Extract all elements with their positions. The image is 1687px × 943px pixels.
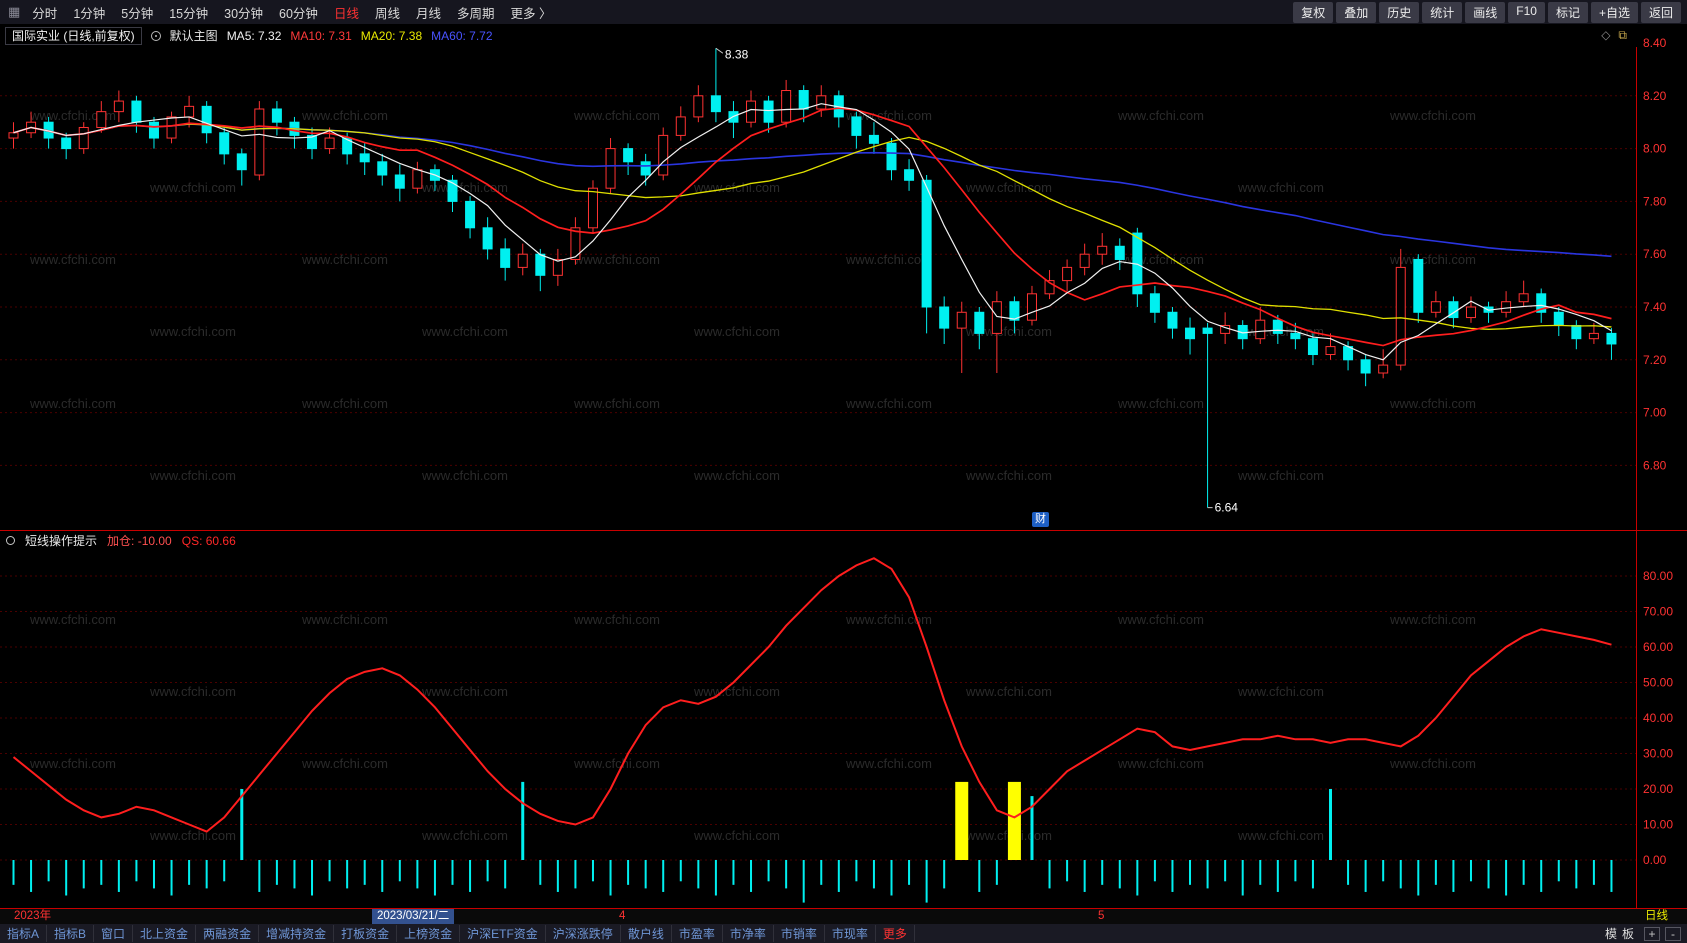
bottom-item-list-funds[interactable]: 上榜资金 [397, 925, 461, 942]
overlay-button[interactable]: 叠加 [1336, 1, 1377, 23]
ma60-value: MA60: 7.72 [431, 28, 493, 43]
svg-text:8.20: 8.20 [1643, 89, 1667, 103]
bottom-item-northbound-funds[interactable]: 北上资金 [133, 925, 197, 942]
diamond-icon: ◇ [1601, 28, 1611, 42]
bottom-item-etf-funds[interactable]: 沪深ETF资金 [460, 925, 546, 942]
history-button[interactable]: 历史 [1379, 1, 1420, 23]
period-daily[interactable]: 日线 [333, 6, 359, 21]
period-60min[interactable]: 60分钟 [279, 6, 318, 21]
zoom-out-button[interactable]: - [1665, 926, 1681, 941]
statistics-button[interactable]: 统计 [1422, 1, 1463, 23]
jiacang-value: 加仓: -10.00 [107, 534, 172, 548]
ma5-value: MA5: 7.32 [226, 28, 282, 43]
target-icon [150, 30, 161, 41]
period-fenshi[interactable]: 分时 [32, 6, 58, 21]
chart-corner-icons: ◇ ⧉ [1601, 28, 1631, 43]
bottom-item-more[interactable]: 更多 [876, 925, 915, 942]
svg-text:7.20: 7.20 [1643, 353, 1667, 367]
svg-text:7.60: 7.60 [1643, 247, 1667, 261]
period-30min[interactable]: 30分钟 [224, 6, 264, 21]
bottom-item-ps-ratio[interactable]: 市销率 [774, 925, 825, 942]
indicator-name[interactable]: 短线操作提示 [25, 534, 98, 548]
add-watchlist-button[interactable]: +自选 [1590, 1, 1638, 23]
top-right-buttons: 复权 叠加 历史 统计 画线 F10 标记 +自选 返回 [1293, 1, 1683, 23]
date-axis-row: 2023年 2023/03/21/二 4 5 日线 [0, 909, 1687, 924]
selected-date-box: 2023/03/21/二 [372, 909, 455, 924]
zoom-in-button[interactable]: + [1644, 926, 1660, 941]
svg-text:7.40: 7.40 [1643, 300, 1667, 314]
period-monthly[interactable]: 月线 [415, 6, 441, 21]
bottom-toolbar: 指标A 指标B 窗口 北上资金 两融资金 增减持资金 打板资金 上榜资金 沪深E… [0, 924, 1687, 943]
stock-name: 国际实业 (日线,前复权) [5, 26, 142, 45]
svg-text:50.00: 50.00 [1643, 676, 1673, 690]
bottom-item-indicator-b[interactable]: 指标B [47, 925, 95, 942]
bottom-item-daban-funds[interactable]: 打板资金 [334, 925, 398, 942]
bottom-right-controls: 模板 + - [1605, 925, 1687, 942]
bottom-item-pcf-ratio[interactable]: 市现率 [825, 925, 876, 942]
period-more[interactable]: 更多 〉 [510, 6, 552, 21]
svg-text:10.00: 10.00 [1643, 818, 1673, 832]
bottom-item-limit-updown[interactable]: 沪深涨跌停 [546, 925, 621, 942]
period-1min[interactable]: 1分钟 [73, 6, 106, 21]
svg-text:20.00: 20.00 [1643, 782, 1673, 796]
period-multi[interactable]: 多周期 [456, 6, 495, 21]
mark-button[interactable]: 标记 [1547, 1, 1588, 23]
financial-event-marker[interactable]: 财 [1032, 512, 1049, 527]
main-indicator-selector[interactable]: 默认主图 [169, 29, 218, 43]
axis-period-label: 日线 [1645, 910, 1668, 922]
period-15min[interactable]: 15分钟 [169, 6, 209, 21]
restore-window-icon[interactable]: ⧉ [1618, 28, 1627, 42]
top-menu-bar: ▦ 分时 1分钟 5分钟 15分钟 30分钟 60分钟 日线 周线 月线 多周期… [0, 0, 1687, 24]
template-button[interactable]: 模板 [1604, 927, 1639, 941]
stock-info-bar: 国际实业 (日线,前复权) 默认主图 MA5: 7.32 MA10: 7.31 … [0, 24, 1636, 47]
back-button[interactable]: 返回 [1640, 1, 1681, 23]
axis-month-4: 4 [619, 910, 626, 922]
qs-value: QS: 60.66 [181, 533, 236, 548]
svg-text:7.00: 7.00 [1643, 406, 1667, 420]
ma20-value: MA20: 7.38 [360, 28, 423, 43]
svg-text:6.80: 6.80 [1643, 458, 1667, 472]
f10-button[interactable]: F10 [1508, 1, 1545, 23]
svg-text:6.64: 6.64 [1215, 501, 1239, 515]
svg-text:8.40: 8.40 [1643, 36, 1667, 50]
indicator-ring-icon [6, 536, 15, 545]
svg-text:8.38: 8.38 [725, 47, 749, 61]
bottom-item-holding-change-funds[interactable]: 增减持资金 [259, 925, 335, 942]
sub-indicator-header: 短线操作提示 加仓: -10.00 QS: 60.66 [0, 532, 1636, 549]
draw-line-button[interactable]: 画线 [1465, 1, 1506, 23]
svg-text:80.00: 80.00 [1643, 569, 1673, 583]
axis-month-5: 5 [1098, 910, 1105, 922]
bottom-item-window[interactable]: 窗口 [94, 925, 134, 942]
svg-text:7.80: 7.80 [1643, 194, 1667, 208]
svg-text:0.00: 0.00 [1643, 853, 1667, 867]
bottom-item-indicator-a[interactable]: 指标A [0, 925, 48, 942]
svg-text:30.00: 30.00 [1643, 747, 1673, 761]
axis-year-label: 2023年 [14, 910, 52, 922]
app-grid-icon[interactable]: ▦ [8, 4, 21, 19]
bottom-item-pe-ratio[interactable]: 市盈率 [672, 925, 723, 942]
ma10-value: MA10: 7.31 [290, 28, 352, 43]
bottom-item-retail-line[interactable]: 散户线 [621, 925, 672, 942]
svg-text:8.00: 8.00 [1643, 142, 1667, 156]
svg-text:60.00: 60.00 [1643, 640, 1673, 654]
bottom-item-pb-ratio[interactable]: 市净率 [723, 925, 774, 942]
period-5min[interactable]: 5分钟 [121, 6, 154, 21]
adjust-price-button[interactable]: 复权 [1293, 1, 1334, 23]
period-weekly[interactable]: 周线 [374, 6, 400, 21]
svg-text:70.00: 70.00 [1643, 605, 1673, 619]
bottom-item-margin-funds[interactable]: 两融资金 [196, 925, 260, 942]
svg-text:40.00: 40.00 [1643, 711, 1673, 725]
